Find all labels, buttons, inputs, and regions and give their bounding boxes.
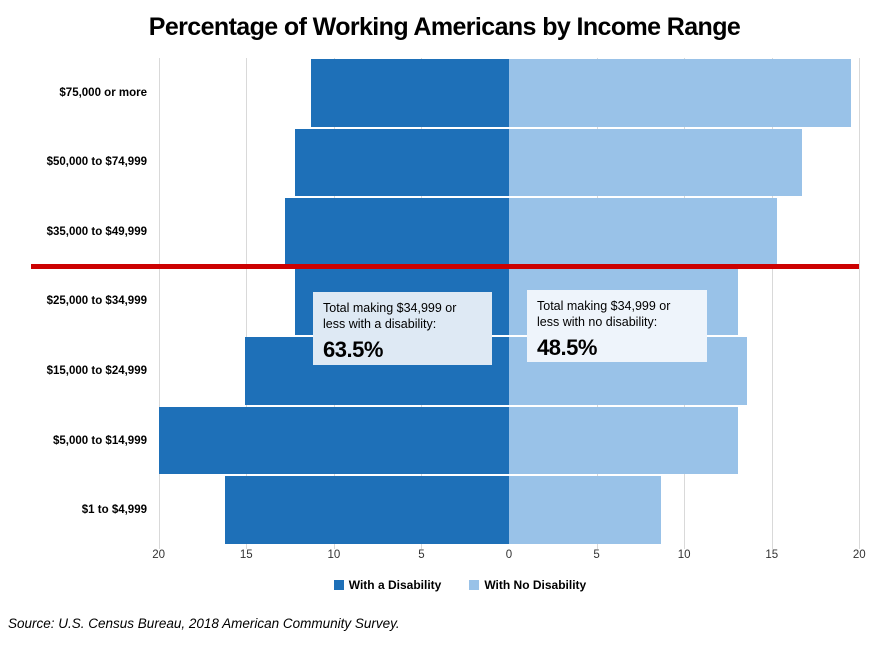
annotation-text-line1: Total making $34,999 or xyxy=(537,299,671,313)
bar-with-no-disability xyxy=(509,128,802,197)
bar-with-disability xyxy=(295,128,509,197)
category-label: $1 to $4,999 xyxy=(81,504,147,517)
x-axis-tick-label: 5 xyxy=(418,548,425,561)
x-axis-tick-label: 20 xyxy=(852,548,866,561)
legend-label: With a Disability xyxy=(348,578,442,592)
x-axis-tick-label: 10 xyxy=(677,548,691,561)
bar-with-no-disability xyxy=(509,476,662,544)
annotation-value: 63.5% xyxy=(323,337,383,362)
category-label: $5,000 to $14,999 xyxy=(53,434,147,447)
gridline xyxy=(859,58,861,549)
bar-with-no-disability xyxy=(509,198,777,266)
category-label: $75,000 or more xyxy=(59,86,147,99)
annotation-disability-total: Total making $34,999 or less with a disa… xyxy=(313,292,492,365)
annotation-text-line1: Total making $34,999 or xyxy=(323,301,457,315)
x-axis-tick-label: 15 xyxy=(239,548,253,561)
annotation-no-disability-total: Total making $34,999 or less with no dis… xyxy=(527,290,707,362)
bar-with-no-disability xyxy=(509,406,739,475)
legend-item: With No Disability xyxy=(469,578,586,592)
gridline xyxy=(771,58,773,549)
category-label: $50,000 to $74,999 xyxy=(46,156,147,169)
chart-legend: With a Disability With No Disability xyxy=(110,578,810,592)
chart-title: Percentage of Working Americans by Incom… xyxy=(148,13,741,41)
category-label: $25,000 to $34,999 xyxy=(46,295,147,308)
gridline xyxy=(158,58,160,549)
bar-with-disability xyxy=(225,476,509,544)
gridline xyxy=(246,58,248,549)
x-axis-tick-label: 5 xyxy=(593,548,600,561)
annotation-value: 48.5% xyxy=(537,335,597,360)
x-axis-tick-label: 15 xyxy=(765,548,779,561)
x-axis-tick-label: 10 xyxy=(327,548,341,561)
bar-with-disability xyxy=(311,59,509,127)
x-axis-tick-label: 0 xyxy=(505,548,513,561)
annotation-text-line2: less with a disability: xyxy=(323,317,437,331)
bar-with-disability xyxy=(284,198,509,266)
source-note: Source: U.S. Census Bureau, 2018 America… xyxy=(8,616,400,631)
reference-line xyxy=(31,264,860,270)
annotation-text-line2: less with no disability: xyxy=(537,315,658,329)
x-axis-tick-label: 20 xyxy=(152,548,166,561)
legend-item: With a Disability xyxy=(333,578,442,592)
category-label: $35,000 to $49,999 xyxy=(46,225,147,238)
legend-swatch-icon xyxy=(469,580,480,590)
legend-label: With No Disability xyxy=(484,578,587,592)
bar-with-no-disability xyxy=(509,59,851,127)
legend-swatch-icon xyxy=(333,580,344,590)
category-label: $15,000 to $24,999 xyxy=(46,365,147,378)
bar-with-disability xyxy=(158,406,509,475)
